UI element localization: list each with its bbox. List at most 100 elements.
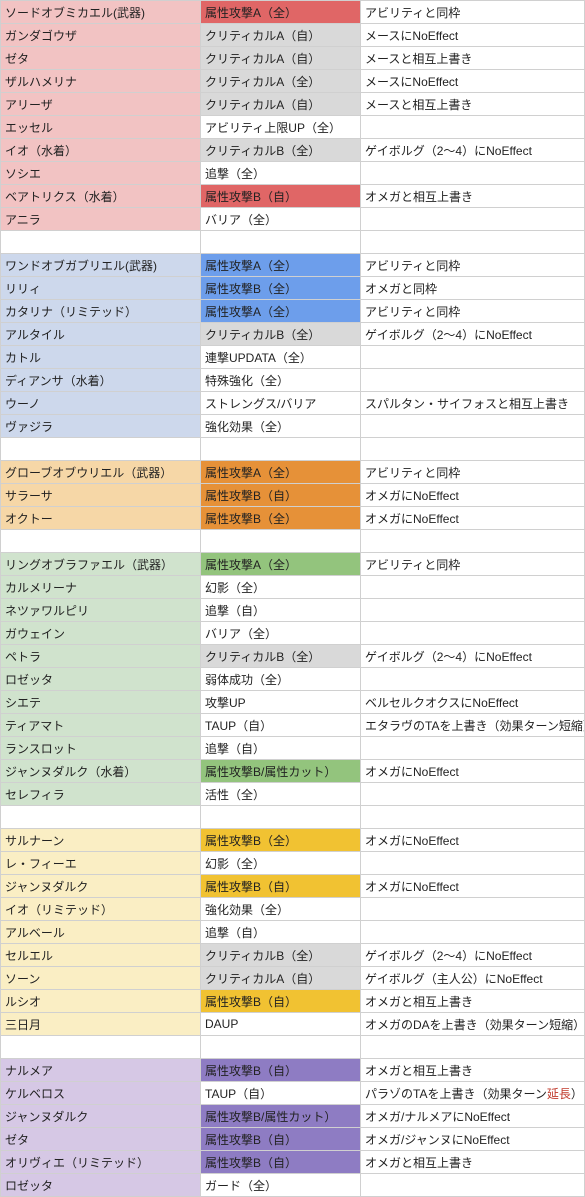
- effect-cell: メースと相互上書き: [361, 47, 585, 70]
- name-cell: ザルハメリナ: [1, 70, 201, 93]
- skill-cell: 属性攻撃B（全）: [201, 829, 361, 852]
- effect-cell: オメガと同枠: [361, 277, 585, 300]
- skill-cell: 特殊強化（全）: [201, 369, 361, 392]
- table-row: ケルベロスTAUP（自）パラゾのTAを上書き（効果ターン延長）: [1, 1082, 585, 1105]
- name-cell: アリーザ: [1, 93, 201, 116]
- effect-cell: アビリティと同枠: [361, 461, 585, 484]
- table-row: アリーザクリティカルA（自）メースと相互上書き: [1, 93, 585, 116]
- name-cell: ルシオ: [1, 990, 201, 1013]
- skill-cell: 追撃（自）: [201, 737, 361, 760]
- skill-cell: 属性攻撃B/属性カット）: [201, 760, 361, 783]
- skill-cell: クリティカルB（全）: [201, 139, 361, 162]
- effect-cell: オメガにNoEffect: [361, 875, 585, 898]
- table-row: リングオブラファエル（武器）属性攻撃A（全）アビリティと同枠: [1, 553, 585, 576]
- table-row: カルメリーナ幻影（全）: [1, 576, 585, 599]
- name-cell: ソシエ: [1, 162, 201, 185]
- table-row: ガウェインバリア（全）: [1, 622, 585, 645]
- table-row: [1, 438, 585, 461]
- name-cell: カトル: [1, 346, 201, 369]
- table-row: ザルハメリナクリティカルA（全）メースにNoEffect: [1, 70, 585, 93]
- table-row: サラーサ属性攻撃B（自）オメガにNoEffect: [1, 484, 585, 507]
- table-row: アルベール追撃（自）: [1, 921, 585, 944]
- skill-cell: 属性攻撃B（自）: [201, 1151, 361, 1174]
- name-cell: エッセル: [1, 116, 201, 139]
- table-row: ゼタ属性攻撃B（自）オメガ/ジャンヌにNoEffect: [1, 1128, 585, 1151]
- skill-cell: 属性攻撃A（全）: [201, 254, 361, 277]
- name-cell: レ・フィーエ: [1, 852, 201, 875]
- skill-cell: 属性攻撃B/属性カット）: [201, 1105, 361, 1128]
- name-cell: ランスロット: [1, 737, 201, 760]
- skill-cell: 幻影（全）: [201, 852, 361, 875]
- effect-cell: [361, 783, 585, 806]
- effect-cell: [361, 921, 585, 944]
- table-row: リリィ属性攻撃B（全）オメガと同枠: [1, 277, 585, 300]
- table-row: [1, 806, 585, 829]
- skill-cell: 属性攻撃B（自）: [201, 990, 361, 1013]
- effect-cell: アビリティと同枠: [361, 1, 585, 24]
- skill-cell: 属性攻撃B（自）: [201, 185, 361, 208]
- table-row: セレフィラ活性（全）: [1, 783, 585, 806]
- skill-cell: クリティカルA（自）: [201, 93, 361, 116]
- name-cell: ナルメア: [1, 1059, 201, 1082]
- name-cell: アルベール: [1, 921, 201, 944]
- table-row: ロゼッタ弱体成功（全）: [1, 668, 585, 691]
- skill-cell: 属性攻撃B（全）: [201, 507, 361, 530]
- effect-cell: [361, 576, 585, 599]
- name-cell: ソードオブミカエル(武器): [1, 1, 201, 24]
- name-cell: セルエル: [1, 944, 201, 967]
- effect-cell: ゲイボルグ（2～4）にNoEffect: [361, 323, 585, 346]
- effect-cell: オメガにNoEffect: [361, 760, 585, 783]
- name-cell: イオ（水着）: [1, 139, 201, 162]
- skill-cell: クリティカルB（全）: [201, 645, 361, 668]
- table-row: ウーノストレングス/バリアスパルタン・サイフォスと相互上書き: [1, 392, 585, 415]
- blank-cell: [1, 1036, 201, 1059]
- name-cell: カタリナ（リミテッド）: [1, 300, 201, 323]
- effect-cell: オメガ/ナルメアにNoEffect: [361, 1105, 585, 1128]
- skill-cell: 属性攻撃B（自）: [201, 1059, 361, 1082]
- effect-cell: [361, 599, 585, 622]
- effect-cell: メースにNoEffect: [361, 70, 585, 93]
- table-row: ディアンサ（水着）特殊強化（全）: [1, 369, 585, 392]
- table-row: アルタイルクリティカルB（全）ゲイボルグ（2～4）にNoEffect: [1, 323, 585, 346]
- effect-cell: ゲイボルグ（2～4）にNoEffect: [361, 645, 585, 668]
- effect-cell: [361, 852, 585, 875]
- skill-cell: 属性攻撃B（自）: [201, 484, 361, 507]
- skill-cell: アビリティ上限UP（全）: [201, 116, 361, 139]
- effect-cell: [361, 1174, 585, 1197]
- table-row: イオ（リミテッド）強化効果（全）: [1, 898, 585, 921]
- skill-cell: クリティカルA（自）: [201, 967, 361, 990]
- skill-cell: クリティカルA（自）: [201, 47, 361, 70]
- name-cell: ケルベロス: [1, 1082, 201, 1105]
- table-row: ジャンヌダルク（水着）属性攻撃B/属性カット）オメガにNoEffect: [1, 760, 585, 783]
- name-cell: オリヴィエ（リミテッド）: [1, 1151, 201, 1174]
- name-cell: ワンドオブガブリエル(武器): [1, 254, 201, 277]
- name-cell: ネツァワルピリ: [1, 599, 201, 622]
- name-cell: ロゼッタ: [1, 1174, 201, 1197]
- table-row: ベアトリクス（水着）属性攻撃B（自）オメガと相互上書き: [1, 185, 585, 208]
- buff-table: ソードオブミカエル(武器)属性攻撃A（全）アビリティと同枠ガンダゴウザクリティカ…: [0, 0, 585, 1197]
- skill-cell: 活性（全）: [201, 783, 361, 806]
- table-row: グローブオブウリエル（武器）属性攻撃A（全）アビリティと同枠: [1, 461, 585, 484]
- effect-cell: ゲイボルグ（2～4）にNoEffect: [361, 139, 585, 162]
- table-row: ルシオ属性攻撃B（自）オメガと相互上書き: [1, 990, 585, 1013]
- blank-cell: [201, 530, 361, 553]
- table-row: ナルメア属性攻撃B（自）オメガと相互上書き: [1, 1059, 585, 1082]
- effect-cell: オメガのDAを上書き（効果ターン短縮）: [361, 1013, 585, 1036]
- skill-cell: 幻影（全）: [201, 576, 361, 599]
- table-row: ゼタクリティカルA（自）メースと相互上書き: [1, 47, 585, 70]
- effect-cell: [361, 415, 585, 438]
- table-row: ヴァジラ強化効果（全）: [1, 415, 585, 438]
- table-row: ソードオブミカエル(武器)属性攻撃A（全）アビリティと同枠: [1, 1, 585, 24]
- effect-cell: メースにNoEffect: [361, 24, 585, 47]
- skill-cell: 追撃（自）: [201, 599, 361, 622]
- name-cell: リリィ: [1, 277, 201, 300]
- skill-cell: 属性攻撃B（全）: [201, 277, 361, 300]
- effect-cell: メースと相互上書き: [361, 93, 585, 116]
- table-row: ネツァワルピリ追撃（自）: [1, 599, 585, 622]
- name-cell: アニラ: [1, 208, 201, 231]
- skill-cell: 属性攻撃B（自）: [201, 1128, 361, 1151]
- name-cell: ゼタ: [1, 47, 201, 70]
- name-cell: リングオブラファエル（武器）: [1, 553, 201, 576]
- skill-cell: 属性攻撃A（全）: [201, 553, 361, 576]
- effect-cell: アビリティと同枠: [361, 300, 585, 323]
